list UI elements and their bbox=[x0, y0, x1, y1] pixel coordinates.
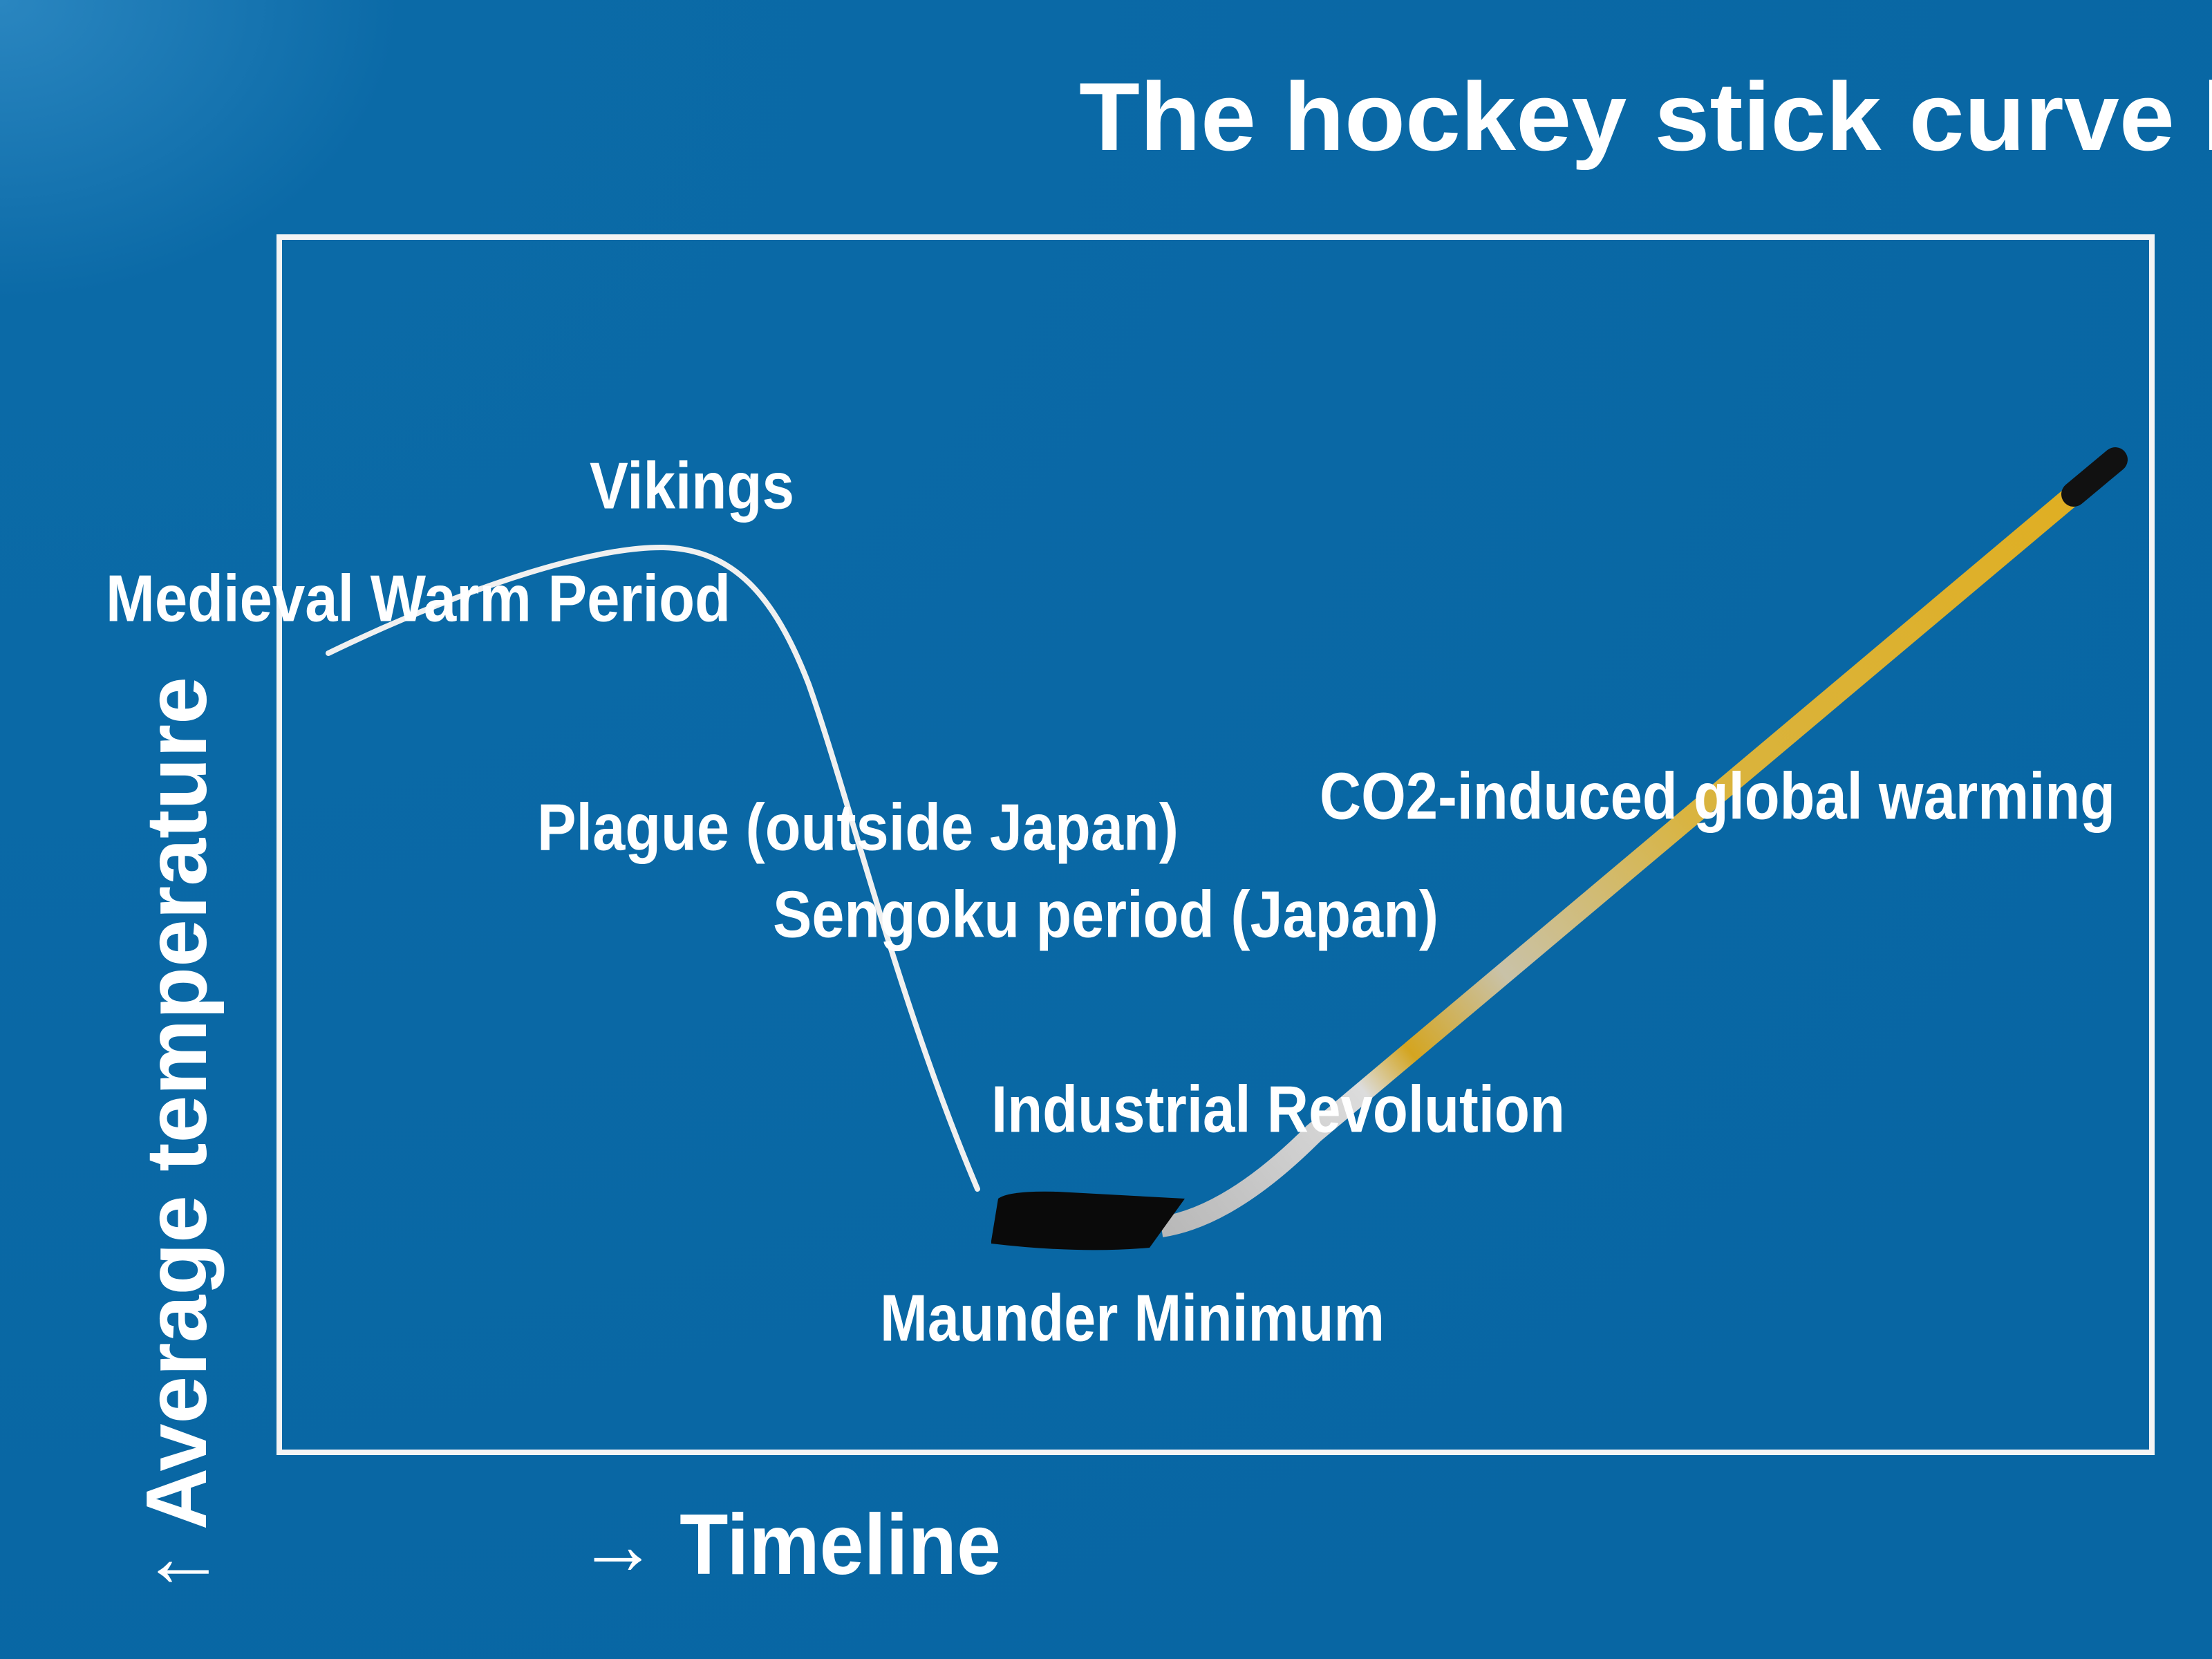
label-vikings: Vikings bbox=[590, 449, 794, 523]
x-axis-label: → Timeline bbox=[578, 1497, 1001, 1593]
stick-cap bbox=[2061, 447, 2128, 507]
label-industrial: Industrial Revolution bbox=[991, 1072, 1565, 1146]
label-medieval: Medieval Warm Period bbox=[106, 561, 731, 635]
label-maunder: Maunder Minimum bbox=[880, 1281, 1385, 1355]
stick-shaft bbox=[1159, 457, 2115, 1237]
y-axis-label: ↑ Average temperature bbox=[129, 677, 225, 1593]
temperature-curve bbox=[326, 544, 980, 1192]
hockey-stick bbox=[991, 447, 2128, 1250]
frame bbox=[276, 234, 2155, 1455]
label-sengoku: Sengoku period (Japan) bbox=[773, 877, 1438, 951]
label-co2: CO2-induced global warming bbox=[1320, 759, 2115, 833]
stick-blade bbox=[991, 1191, 1185, 1250]
title: The hockey stick curve lie bbox=[1079, 62, 2212, 171]
label-plague: Plague (outside Japan) bbox=[537, 790, 1179, 864]
